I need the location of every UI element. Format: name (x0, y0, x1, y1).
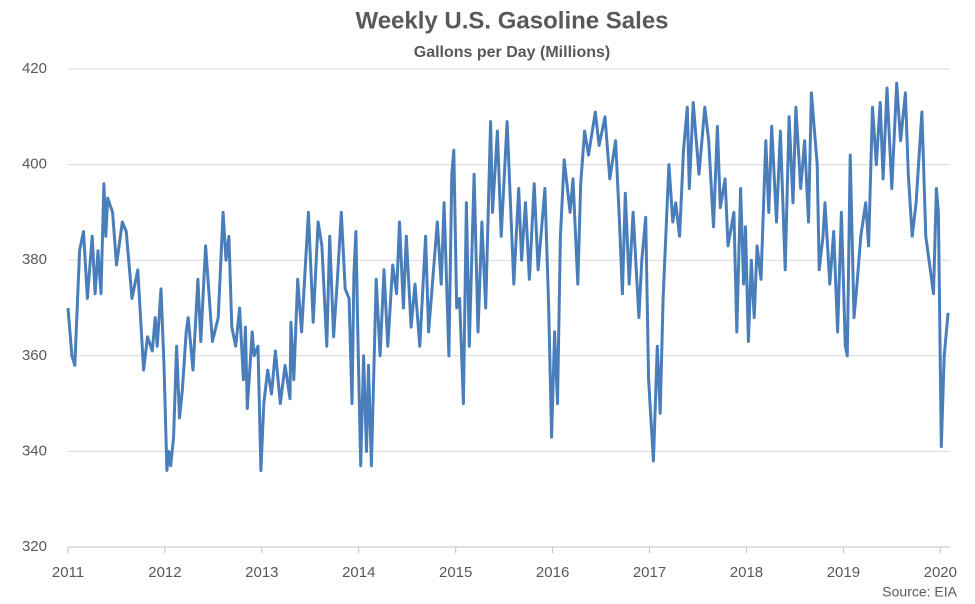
x-tick-label: 2018 (730, 564, 763, 581)
y-tick-label: 380 (22, 251, 47, 268)
x-tick-label: 2015 (439, 564, 472, 581)
x-tick-label: 2016 (536, 564, 569, 581)
x-tick-label: 2019 (827, 564, 860, 581)
x-tick-label: 2020 (924, 564, 957, 581)
x-tick-label: 2012 (148, 564, 181, 581)
chart-subtitle: Gallons per Day (Millions) (414, 44, 610, 61)
x-tick-label: 2017 (633, 564, 666, 581)
y-tick-label: 360 (22, 347, 47, 364)
y-tick-label: 400 (22, 156, 47, 173)
x-tick-label: 2011 (52, 564, 84, 581)
y-tick-label: 420 (22, 60, 47, 77)
x-tick-label: 2014 (342, 564, 375, 581)
y-tick-label: 340 (22, 442, 47, 459)
x-tick-label: 2013 (245, 564, 278, 581)
data-line (66, 81, 950, 472)
chart-title: Weekly U.S. Gasoline Sales (355, 7, 668, 34)
source-note: Source: EIA (882, 584, 957, 600)
y-tick-label: 320 (22, 538, 47, 555)
